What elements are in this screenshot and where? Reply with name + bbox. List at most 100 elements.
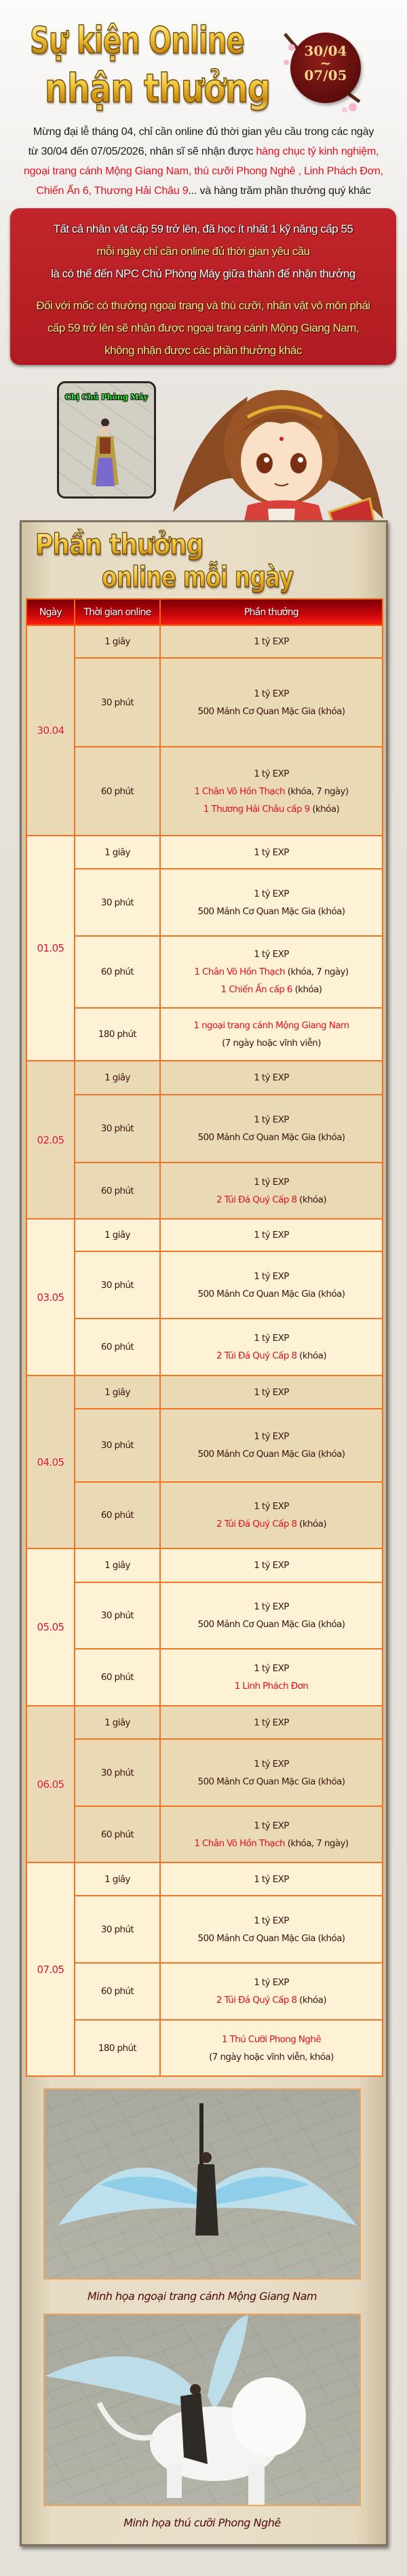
table-row: 03.05 1 giây 1 tỷ EXP — [26, 1218, 383, 1376]
reward-cell: 1 tỷ EXP — [159, 835, 383, 870]
table-row: 60 phút 1 tỷ EXP 2 Túi Đá Quý Cấp 8 (khóa) — [26, 1318, 383, 1376]
intro-line: từ 30/04 đến 07/05/2026, nhân sĩ sẽ nhận… — [7, 142, 400, 161]
reward-item-text: 1 tỷ EXP — [254, 846, 289, 858]
reward-line: 1 Chiến Ấn cấp 6 (khóa) — [161, 981, 382, 998]
reward-cell: 1 tỷ EXP 1 Linh Phách Đơn — [159, 1648, 383, 1706]
day-cell: 01.05 — [26, 835, 75, 1061]
reward-cell: 1 tỷ EXP — [159, 1705, 383, 1740]
reward-item-text: 1 tỷ EXP — [254, 1873, 289, 1885]
reward-line: 1 tỷ EXP — [161, 633, 382, 650]
table-row: 30 phút 1 tỷ EXP 500 Mảnh Cơ Quan Mặc Gia … — [26, 1738, 383, 1807]
reward-item-text: (khóa) — [296, 1350, 327, 1361]
seal-start-date: 30/04 — [304, 43, 347, 59]
online-time-cell: 60 phút — [74, 746, 161, 836]
day-cell: 04.05 — [26, 1375, 75, 1549]
reward-line: 1 tỷ EXP — [161, 765, 382, 783]
reward-line: 1 tỷ EXP — [161, 1871, 382, 1888]
online-time-cell: 30 phút — [74, 1738, 161, 1807]
day-cell: 07.05 — [26, 1862, 75, 2077]
npc-screenshot: Chị Chủ Phòng Máy — [57, 381, 156, 499]
online-time-cell: 180 phút — [74, 2019, 161, 2077]
reward-line: 1 Chân Võ Hồn Thạch (khóa, 7 ngày) — [161, 783, 382, 800]
reward-line: 1 tỷ EXP — [161, 1755, 382, 1773]
reward-line: 1 tỷ EXP — [161, 1714, 382, 1732]
table-row: 02.05 1 giây 1 tỷ EXP — [26, 1060, 383, 1219]
reward-cell: 1 tỷ EXP 500 Mảnh Cơ Quan Mặc Gia (khóa) — [159, 1408, 383, 1483]
reward-item-text: 500 Mảnh Cơ Quan Mặc Gia (khóa) — [197, 1288, 346, 1300]
reward-line: 500 Mảnh Cơ Quan Mặc Gia (khóa) — [161, 1930, 382, 1947]
reward-line: 1 ngoại trang cánh Mộng Giang Nam — [161, 1017, 382, 1034]
event-title-line2: nhận thưởng — [44, 65, 271, 111]
reward-line: 1 tỷ EXP — [161, 1173, 382, 1191]
table-row: 60 phút 1 tỷ EXP 1 Chân Võ Hồn Thạch (khóa… — [26, 746, 383, 836]
reward-cell: 1 tỷ EXP 2 Túi Đá Quý Cấp 8 (khóa) — [159, 1162, 383, 1219]
reward-line: 1 Linh Phách Đơn — [161, 1677, 382, 1695]
reward-item-text: 1 tỷ EXP — [254, 1717, 289, 1728]
date-seal: 30/04 ~ 07/05 — [290, 33, 361, 103]
reward-line: 1 tỷ EXP — [161, 1111, 382, 1129]
table-header-row: Ngày Thời gian online Phần thưởng — [26, 598, 383, 626]
reward-line: 1 tỷ EXP — [161, 1428, 382, 1445]
reward-item-text: (khóa) — [296, 1194, 327, 1205]
reward-line: 2 Túi Đá Quý Cấp 8 (khóa) — [161, 1347, 382, 1365]
reward-item-text: (khóa, 7 ngày) — [285, 967, 349, 977]
reward-line: 1 tỷ EXP — [161, 1384, 382, 1401]
reward-item-highlight: 1 Linh Phách Đơn — [234, 1681, 309, 1692]
reward-item-text: (khóa) — [296, 1995, 327, 2006]
reward-item-text: 1 tỷ EXP — [254, 688, 289, 699]
table-row: 30 phút 1 tỷ EXP 500 Mảnh Cơ Quan Mặc Gia … — [26, 1251, 383, 1319]
reward-line: 1 tỷ EXP — [161, 1498, 382, 1515]
table-row: 06.05 1 giây 1 tỷ EXP — [26, 1705, 383, 1863]
online-time-cell: 60 phút — [74, 1162, 161, 1219]
reward-line: 500 Mảnh Cơ Quan Mặc Gia (khóa) — [161, 903, 382, 920]
highlighted-reward-text: Chiến Ấn 6, Thương Hải Châu 9 — [36, 185, 189, 197]
npc-figure-icon — [92, 418, 119, 486]
intro-line: Chiến Ấn 6, Thương Hải Châu 9... và hàng… — [7, 181, 400, 201]
reward-item-text: 1 tỷ EXP — [254, 1758, 289, 1770]
online-time-cell: 1 giây — [74, 1375, 161, 1409]
table-row: 07.05 1 giây 1 tỷ EXP — [26, 1862, 383, 2077]
reward-item-text: 500 Mảnh Cơ Quan Mặc Gia (khóa) — [197, 1449, 346, 1460]
table-row: 30 phút 1 tỷ EXP 500 Mảnh Cơ Quan Mặc Gia … — [26, 1408, 383, 1483]
column-header-online-time: Thời gian online — [74, 598, 161, 626]
reward-cell: 1 tỷ EXP 1 Chân Võ Hồn Thạch (khóa, 7 ngà… — [159, 935, 383, 1009]
reward-item-text: 500 Mảnh Cơ Quan Mặc Gia (khóa) — [197, 1932, 346, 1944]
reward-item-text: 1 tỷ EXP — [254, 1230, 289, 1241]
reward-cell: 1 tỷ EXP 2 Túi Đá Quý Cấp 8 (khóa) — [159, 1481, 383, 1549]
highlighted-reward-text: ngoại trang cánh Mộng Giang Nam, thú cưỡ… — [23, 165, 384, 177]
reward-line: 1 tỷ EXP — [161, 1912, 382, 1930]
online-time-cell: 30 phút — [74, 1408, 161, 1483]
reward-item-text: 1 tỷ EXP — [254, 1072, 289, 1083]
reward-line: 1 tỷ EXP — [161, 1268, 382, 1285]
notice-line: không nhận được các phần thưởng khác — [104, 344, 302, 357]
reward-cell: 1 tỷ EXP — [159, 1548, 383, 1583]
table-row: 30 phút 1 tỷ EXP 500 Mảnh Cơ Quan Mặc Gia … — [26, 657, 383, 747]
table-row: 60 phút 1 tỷ EXP 1 Linh Phách Đơn — [26, 1648, 383, 1706]
reward-line: 1 tỷ EXP — [161, 1660, 382, 1677]
reward-item-text: 1 tỷ EXP — [254, 949, 289, 960]
reward-line: 1 Chân Võ Hồn Thạch (khóa, 7 ngày) — [161, 1835, 382, 1852]
column-header-reward: Phần thưởng — [159, 598, 383, 626]
reward-line: 1 tỷ EXP — [161, 1817, 382, 1835]
reward-item-text: 1 tỷ EXP — [254, 1333, 289, 1344]
reward-cell: 1 tỷ EXP 500 Mảnh Cơ Quan Mặc Gia (khóa) — [159, 1251, 383, 1319]
day-cell: 05.05 — [26, 1548, 75, 1706]
table-row: 30 phút 1 tỷ EXP 500 Mảnh Cơ Quan Mặc Gia … — [26, 1895, 383, 1964]
reward-line: 500 Mảnh Cơ Quan Mặc Gia (khóa) — [161, 1773, 382, 1791]
reward-item-text: 1 tỷ EXP — [254, 1114, 289, 1125]
reward-line: 1 tỷ EXP — [161, 1974, 382, 1991]
reward-item-text: 1 tỷ EXP — [254, 1386, 289, 1398]
seal-separator: ~ — [319, 55, 332, 71]
online-time-cell: 1 giây — [74, 625, 161, 659]
online-time-cell: 30 phút — [74, 1251, 161, 1319]
reward-item-text: 1 tỷ EXP — [254, 1176, 289, 1188]
table-row: 60 phút 1 tỷ EXP 2 Túi Đá Quý Cấp 8 (khóa) — [26, 1962, 383, 2021]
reward-item-text: (khóa) — [309, 803, 340, 815]
daily-rewards-table: Ngày Thời gian online Phần thưởng 30.04 1… — [26, 598, 383, 2077]
reward-item-highlight: 2 Túi Đá Quý Cấp 8 — [216, 1194, 297, 1205]
reward-item-highlight: 1 Chiến Ấn cấp 6 — [220, 984, 293, 995]
winged-character-icon — [58, 2103, 357, 2236]
online-time-cell: 60 phút — [74, 1648, 161, 1706]
rewards-title-line1: Phần thưởng — [35, 528, 204, 561]
reward-item-text: 1 tỷ EXP — [254, 1820, 289, 1831]
